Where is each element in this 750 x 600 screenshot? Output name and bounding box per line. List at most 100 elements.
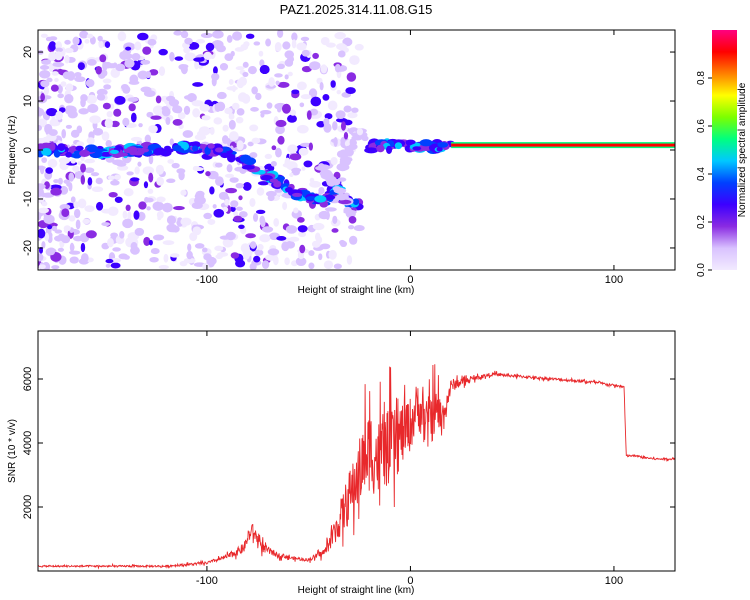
x-tick-label: 100	[605, 575, 623, 587]
heatmap-noise	[38, 190, 45, 198]
heatmap-noise	[168, 98, 180, 107]
heatmap-noise	[87, 59, 97, 66]
heatmap-noise	[203, 212, 213, 220]
heatmap-noise	[110, 180, 120, 186]
heatmap-noise	[41, 59, 51, 65]
heatmap-noise	[297, 216, 305, 223]
heatmap-noise	[323, 260, 334, 270]
heatmap-noise	[173, 30, 183, 36]
heatmap-noise	[319, 81, 324, 91]
heatmap-noise	[161, 107, 171, 117]
heatmap-noise	[171, 162, 180, 169]
heatmap-descending-ridge	[215, 147, 224, 153]
heatmap-noise	[207, 218, 216, 225]
heatmap-noise	[266, 102, 273, 109]
heatmap-noise	[215, 162, 223, 168]
y-tick-label: 6000	[22, 367, 34, 391]
heatmap-noise	[86, 33, 94, 39]
heatmap-noise	[232, 102, 240, 110]
heatmap-noise	[57, 177, 63, 185]
heatmap-noise	[38, 207, 50, 214]
heatmap-noise	[230, 206, 236, 213]
heatmap-noise	[214, 245, 224, 251]
heatmap-noise	[67, 110, 78, 119]
heatmap-secondary-arc	[315, 165, 327, 171]
colorbar-label: Normalized spectral amplitude	[737, 82, 748, 217]
heatmap-noise	[287, 71, 293, 77]
heatmap-noise	[258, 50, 264, 57]
heatmap-noise	[70, 159, 76, 164]
heatmap-noise	[134, 41, 142, 51]
heatmap-noise	[203, 51, 213, 60]
heatmap-noise	[249, 124, 259, 132]
snr-x-axis: -100 0 100	[196, 331, 623, 587]
heatmap-noise	[140, 59, 151, 65]
heatmap-noise	[282, 41, 291, 50]
heatmap-noise	[130, 242, 138, 251]
heatmap-noise	[84, 158, 96, 164]
y-tick-label: 20	[22, 46, 34, 58]
heatmap-noise	[235, 182, 244, 189]
heatmap-noise	[61, 208, 70, 217]
heatmap-noise	[274, 188, 283, 193]
heatmap-noise	[38, 137, 49, 143]
heatmap-noise	[346, 255, 353, 265]
heatmap-descending-ridge	[57, 143, 66, 151]
heatmap-noise	[274, 41, 282, 52]
heatmap-onset-patches	[376, 144, 385, 153]
heatmap-descending-ridge	[243, 157, 257, 166]
heatmap-noise	[311, 240, 321, 248]
heatmap-descending-ridge	[269, 178, 279, 183]
heatmap-noise	[54, 229, 63, 234]
heatmap-noise	[69, 256, 79, 264]
heatmap-noise	[180, 64, 188, 75]
colorbar-tick-label: 0.2	[696, 215, 707, 229]
colorbar-tick-label: 0.6	[696, 119, 707, 133]
heatmap-descending-ridge	[41, 148, 52, 156]
heatmap-noise	[38, 264, 46, 270]
heatmap-noise	[80, 175, 86, 185]
heatmap-noise	[126, 171, 134, 176]
heatmap-noise	[257, 243, 264, 251]
heatmap-noise	[224, 173, 235, 178]
heatmap-noise	[66, 71, 76, 81]
heatmap-noise	[340, 121, 346, 131]
heatmap-noise	[325, 42, 336, 48]
heatmap-noise	[169, 51, 175, 62]
heatmap-noise	[133, 210, 140, 220]
heatmap-noise	[43, 214, 55, 225]
heatmap-noise	[291, 39, 297, 49]
x-tick-label: 100	[605, 274, 623, 286]
heatmap-jump	[356, 128, 364, 136]
heatmap-noise	[346, 72, 357, 82]
heatmap-noise	[193, 57, 205, 62]
heatmap-noise	[138, 201, 147, 210]
heatmap-noise	[351, 107, 359, 113]
heatmap-noise	[277, 106, 282, 113]
heatmap-noise	[183, 46, 191, 54]
heatmap-noise	[314, 232, 321, 242]
heatmap-noise	[65, 83, 74, 92]
heatmap-noise	[148, 124, 158, 134]
heatmap-noise	[87, 177, 93, 186]
heatmap-noise	[51, 115, 56, 123]
heatmap-noise	[298, 231, 307, 238]
heatmap-onset-patches	[437, 141, 449, 148]
heatmap-noise	[107, 237, 114, 248]
spectrogram-x-axis: -100 0 100	[196, 30, 623, 286]
heatmap-noise	[149, 256, 159, 263]
heatmap-noise	[134, 166, 140, 175]
heatmap-noise	[68, 172, 75, 182]
heatmap-noise	[312, 52, 319, 60]
heatmap-noise	[236, 108, 245, 116]
heatmap-noise	[173, 105, 183, 114]
heatmap-noise	[38, 124, 42, 131]
heatmap-noise	[226, 35, 233, 43]
heatmap-noise	[308, 250, 315, 257]
heatmap-noise	[113, 108, 122, 117]
heatmap-noise	[259, 234, 271, 243]
heatmap-noise	[273, 255, 279, 266]
heatmap-noise	[82, 218, 91, 224]
heatmap-noise	[238, 195, 243, 201]
heatmap-noise	[282, 201, 288, 211]
